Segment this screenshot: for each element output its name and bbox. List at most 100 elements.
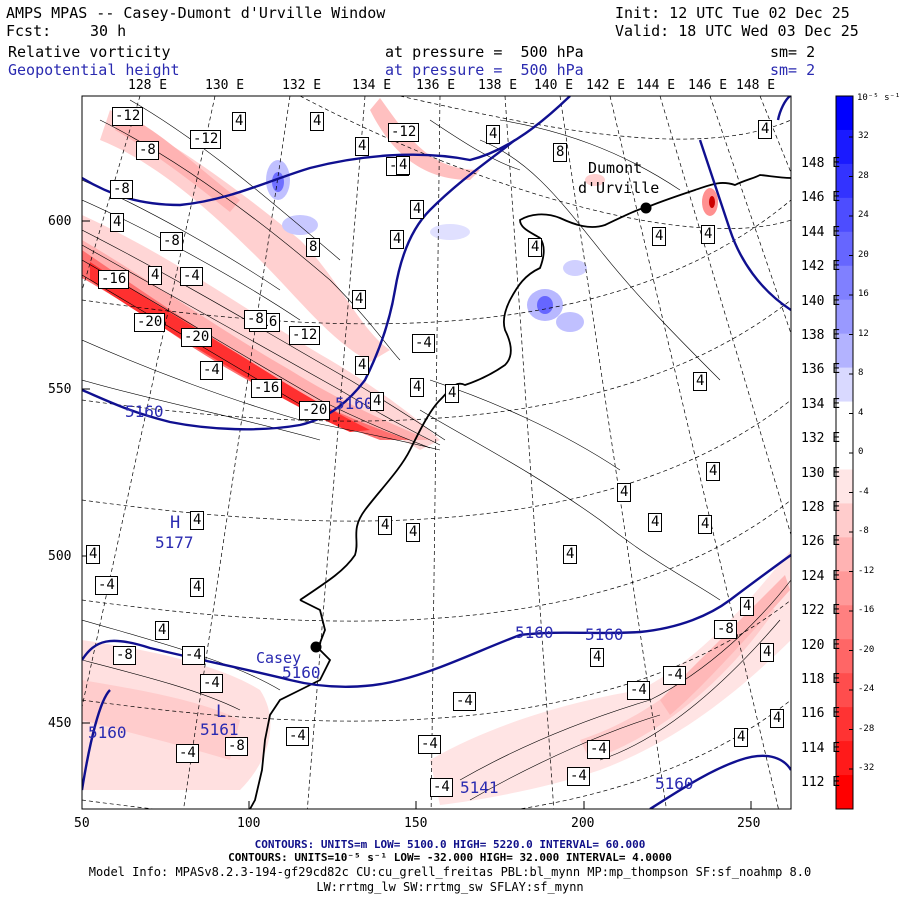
colorbar-swatch <box>836 775 853 810</box>
colorbar-label: -20 <box>858 644 875 655</box>
colorbar-label: -28 <box>858 723 875 734</box>
right-lat-label: 116 E <box>801 706 841 722</box>
left-axis-label: 600 <box>48 214 72 229</box>
vorticity-contour-label: -4 <box>180 267 203 286</box>
height-contour-label: 5141 <box>460 778 499 797</box>
colorbar-label: 4 <box>858 407 864 418</box>
vorticity-contour-label: 4 <box>706 462 721 481</box>
colorbar-label: -16 <box>858 605 875 615</box>
field1-level: at pressure = 500 hPa <box>385 43 584 61</box>
height-contour-label: 5160 <box>655 774 694 793</box>
colorbar-swatch <box>836 537 853 572</box>
field1-smoothing: sm= 2 <box>770 43 816 61</box>
vorticity-contour-label: 4 <box>390 230 405 249</box>
place-casey: Casey <box>256 649 302 667</box>
vorticity-contour-label: 4 <box>701 225 716 244</box>
forecast-label: Fcst: <box>6 22 52 40</box>
place-durville: d'Urville <box>578 179 660 197</box>
vorticity-contour-label: -12 <box>289 326 321 345</box>
vorticity-contour-label: -20 <box>181 328 213 347</box>
top-lon-label: 136 E <box>416 78 456 93</box>
height-contour-label: 5160 <box>125 402 164 421</box>
colorbar <box>835 95 854 810</box>
vorticity-contour-label: 4 <box>410 200 425 219</box>
right-lat-label: 122 E <box>801 603 841 619</box>
axis-ticks <box>81 220 752 809</box>
top-lon-label: 130 E <box>205 78 245 93</box>
vorticity-contour-label: -20 <box>299 401 331 420</box>
top-lon-label: 132 E <box>282 78 322 93</box>
right-lat-label: 148 E <box>801 156 841 171</box>
vorticity-contour-label: 4 <box>148 266 163 285</box>
right-lat-label: 114 E <box>801 740 841 756</box>
vorticity-contour-label: 4 <box>86 545 101 564</box>
colorbar-swatch <box>836 231 853 267</box>
colorbar-swatch <box>836 197 853 233</box>
vorticity-contour-label: -12 <box>190 130 222 149</box>
vorticity-contour-label: 4 <box>232 112 247 131</box>
vorticity-contour-label: 4 <box>617 483 632 502</box>
colorbar-swatch <box>836 741 853 776</box>
vorticity-contour-label: -4 <box>418 735 441 754</box>
vorticity-contour-label: -8 <box>110 180 133 199</box>
vorticity-contour-label: 4 <box>648 513 663 532</box>
colorbar-label: 28 <box>858 170 869 181</box>
vorticity-contour-label: 8 <box>553 143 568 162</box>
height-contour-label: 5160 <box>335 394 374 413</box>
vorticity-contour-label: -4 <box>200 674 223 693</box>
right-lat-label: 130 E <box>801 465 841 481</box>
right-lat-label: 112 E <box>801 775 841 791</box>
colorbar-label: 20 <box>858 249 869 260</box>
vorticity-contour-label: 4 <box>486 125 501 144</box>
bottom-axis-label: 100 <box>237 816 261 831</box>
vorticity-contour-label: -8 <box>225 737 248 756</box>
height-contour-label: 5160 <box>585 625 624 644</box>
vorticity-contour-label: 4 <box>698 515 713 534</box>
bottom-axis-label: 150 <box>404 816 428 831</box>
vorticity-contour-label: -8 <box>160 232 183 251</box>
top-lon-label: 138 E <box>478 78 518 93</box>
colorbar-swatch <box>836 469 853 504</box>
colorbar-swatch <box>836 129 853 165</box>
vorticity-contour-label: -4 <box>412 334 435 353</box>
vorticity-contour-label: -4 <box>95 576 118 595</box>
colorbar-label: 12 <box>858 328 869 339</box>
top-lon-label: 134 E <box>352 78 392 93</box>
vorticity-contour-label: 4 <box>734 728 749 747</box>
colorbar-swatch <box>836 639 853 674</box>
colorbar-label: -4 <box>858 486 869 497</box>
casey-station-marker <box>310 641 322 653</box>
vorticity-contour-label: -4 <box>430 778 453 797</box>
right-lat-label: 144 E <box>801 224 841 240</box>
right-lat-label: 118 E <box>801 672 841 687</box>
map-plot-area <box>82 96 791 809</box>
vorticity-contour-label: 8 <box>306 238 321 257</box>
positive-vorticity-blobs <box>266 160 718 332</box>
high-marker: H <box>170 513 181 533</box>
right-lat-label: 138 E <box>801 328 841 343</box>
field1-name: Relative vorticity <box>8 43 171 61</box>
top-lon-label: 142 E <box>586 78 626 93</box>
vorticity-contour-label: 4 <box>528 238 543 257</box>
plot-frame <box>81 95 792 810</box>
right-lat-label: 134 E <box>801 396 841 412</box>
vorticity-contour-label: 4 <box>155 621 170 640</box>
vorticity-contour-label: -4 <box>567 767 590 786</box>
colorbar-swatch <box>836 503 853 538</box>
vorticity-contour-label: -8 <box>714 620 737 639</box>
vorticity-contour-label: 4 <box>740 597 755 616</box>
vorticity-contour-label: -4 <box>286 727 309 746</box>
colorbar-label: 0 <box>858 447 864 457</box>
right-lat-label: 140 E <box>801 293 841 309</box>
place-dumont: Dumont <box>588 159 643 177</box>
colorbar-swatch <box>836 571 853 606</box>
vorticity-contour-label: -12 <box>112 107 144 126</box>
vorticity-contour-label: 4 <box>396 156 411 175</box>
left-axis-label: 500 <box>48 549 72 564</box>
field2-name: Geopotential height <box>8 61 180 79</box>
right-lat-label: 132 E <box>801 431 841 447</box>
vorticity-contour-label: 4 <box>410 378 425 397</box>
forecast-hour: 30 h <box>90 22 127 40</box>
left-axis-label: 450 <box>48 716 72 731</box>
